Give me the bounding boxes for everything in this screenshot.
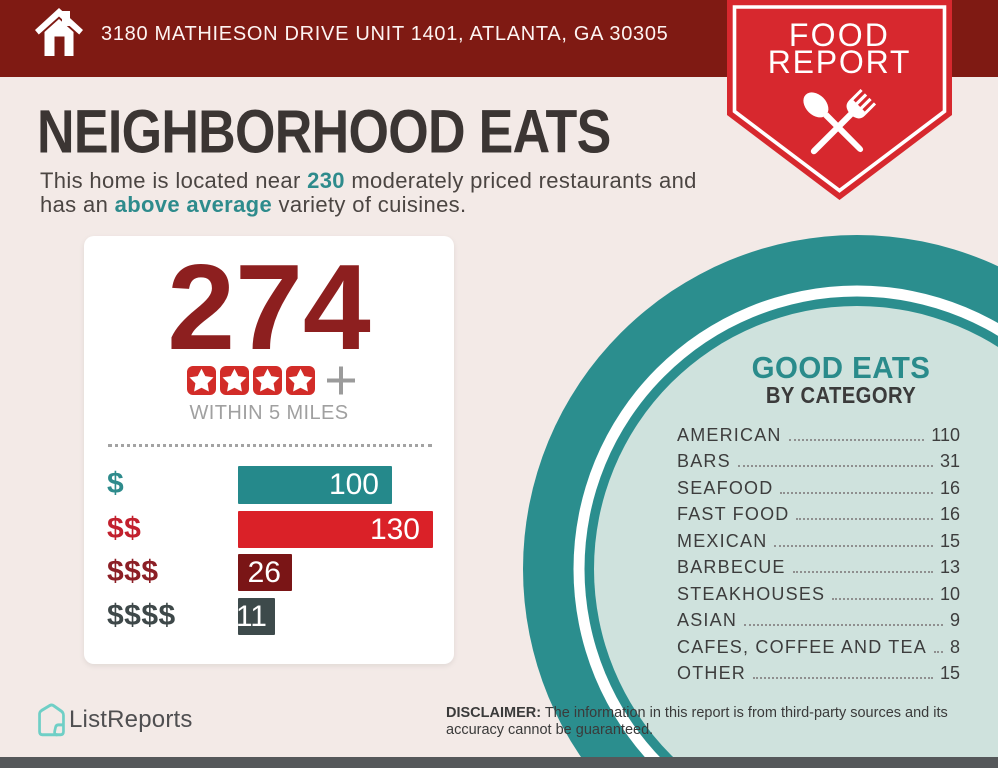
svg-text:REPORT: REPORT bbox=[768, 44, 912, 80]
svg-text:FOOD: FOOD bbox=[789, 17, 890, 53]
